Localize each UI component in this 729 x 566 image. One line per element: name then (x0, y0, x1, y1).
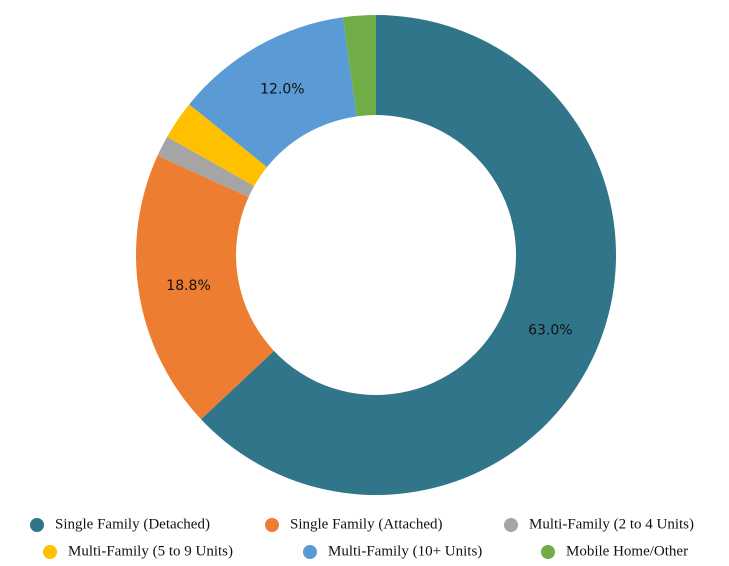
legend-label: Multi-Family (5 to 9 Units) (68, 543, 233, 559)
donut-slice (342, 15, 376, 117)
legend-label: Single Family (Detached) (55, 516, 210, 532)
legend-marker (504, 518, 518, 532)
legend-label: Single Family (Attached) (290, 516, 442, 532)
donut-slice (157, 136, 255, 197)
donut-slice (136, 155, 274, 420)
legend-label: Multi-Family (10+ Units) (328, 543, 482, 559)
donut-slice (201, 15, 616, 495)
legend-marker (303, 545, 317, 559)
donut-slice (167, 104, 268, 187)
legend-marker (30, 518, 44, 532)
legend-marker (43, 545, 57, 559)
legend-label: Multi-Family (2 to 4 Units) (529, 516, 694, 532)
donut-slice (189, 17, 357, 168)
data-label: 18.8% (166, 278, 210, 294)
legend-marker (265, 518, 279, 532)
legend-label: Mobile Home/Other (566, 543, 688, 559)
data-label: 12.0% (260, 82, 304, 98)
legend-marker (541, 545, 555, 559)
data-label: 63.0% (528, 322, 572, 338)
